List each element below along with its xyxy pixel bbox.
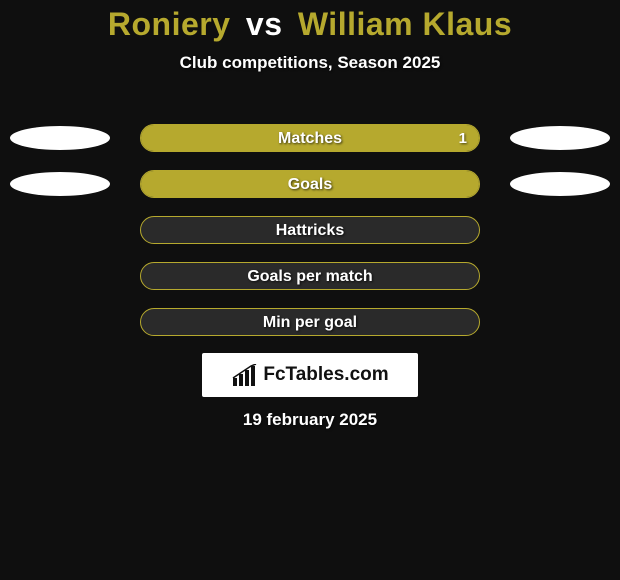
vs-text: vs	[246, 6, 283, 42]
stat-label: Hattricks	[141, 217, 479, 244]
left-indicator-ellipse	[10, 126, 110, 150]
left-indicator-ellipse	[10, 172, 110, 196]
right-indicator-ellipse	[510, 172, 610, 196]
footer-date: 19 february 2025	[0, 410, 620, 430]
player2-name: William Klaus	[298, 6, 512, 42]
stat-row: Goals	[0, 170, 620, 216]
footer-logo: FcTables.com	[202, 353, 418, 397]
stat-label: Min per goal	[141, 309, 479, 336]
stat-pill: Min per goal	[140, 308, 480, 336]
stat-value-right: 1	[459, 125, 467, 152]
comparison-card: Roniery vs William Klaus Club competitio…	[0, 0, 620, 580]
stat-row: Hattricks	[0, 216, 620, 262]
stat-row: Min per goal	[0, 308, 620, 354]
chart-logo-icon	[231, 364, 257, 386]
stat-pill: Goals per match	[140, 262, 480, 290]
stat-row: Goals per match	[0, 262, 620, 308]
stat-rows: Matches1 Goals Hattricks Goals per match Min…	[0, 124, 620, 354]
stat-pill: Goals	[140, 170, 480, 198]
page-title: Roniery vs William Klaus	[0, 0, 620, 43]
stat-label: Goals	[141, 171, 479, 198]
right-indicator-ellipse	[510, 126, 610, 150]
player1-name: Roniery	[108, 6, 231, 42]
footer-logo-text: FcTables.com	[263, 364, 388, 386]
subtitle: Club competitions, Season 2025	[0, 53, 620, 73]
stat-row: Matches1	[0, 124, 620, 170]
stat-pill: Hattricks	[140, 216, 480, 244]
stat-label: Matches	[141, 125, 479, 152]
stat-label: Goals per match	[141, 263, 479, 290]
stat-pill: Matches1	[140, 124, 480, 152]
